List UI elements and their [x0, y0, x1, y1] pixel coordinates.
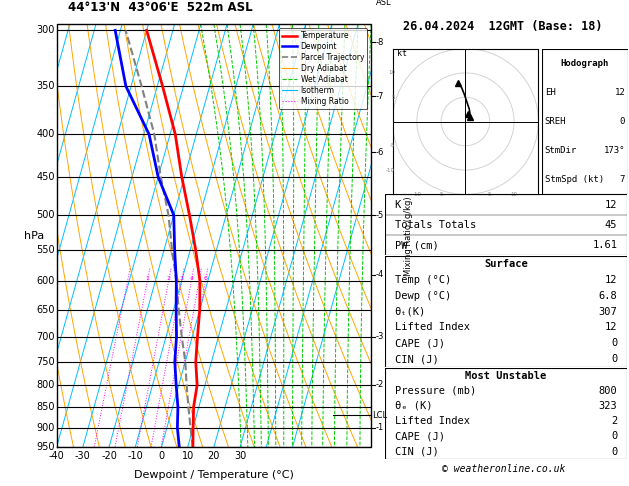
Text: -10: -10	[413, 192, 421, 197]
Text: 12: 12	[605, 322, 618, 332]
Text: 5: 5	[488, 192, 491, 197]
Text: 500: 500	[36, 210, 55, 220]
Text: -2: -2	[376, 381, 384, 389]
Text: 12: 12	[615, 88, 625, 97]
Text: km
ASL: km ASL	[376, 0, 391, 7]
Text: 650: 650	[36, 305, 55, 315]
Text: PW (cm): PW (cm)	[394, 240, 438, 250]
Text: CAPE (J): CAPE (J)	[394, 338, 445, 348]
Text: 800: 800	[36, 380, 55, 390]
Text: CIN (J): CIN (J)	[394, 447, 438, 457]
Text: Temp (°C): Temp (°C)	[394, 275, 451, 285]
Text: 307: 307	[599, 307, 618, 316]
Text: 300: 300	[36, 25, 55, 35]
Text: -10: -10	[386, 168, 395, 173]
Text: 20: 20	[208, 451, 220, 461]
Text: -7: -7	[376, 92, 384, 101]
Text: 700: 700	[36, 332, 55, 342]
Text: -5: -5	[389, 143, 395, 148]
Text: 173°: 173°	[604, 146, 625, 155]
Text: 10: 10	[388, 70, 395, 75]
Text: 6.8: 6.8	[599, 291, 618, 301]
Text: 6: 6	[204, 276, 208, 281]
Text: 44°13'N  43°06'E  522m ASL: 44°13'N 43°06'E 522m ASL	[68, 1, 253, 14]
Text: 0: 0	[611, 432, 618, 441]
Text: Dewpoint / Temperature (°C): Dewpoint / Temperature (°C)	[134, 470, 294, 480]
Text: 5: 5	[391, 95, 395, 100]
Text: 900: 900	[36, 422, 55, 433]
Text: 10: 10	[511, 192, 518, 197]
Text: 2: 2	[167, 276, 170, 281]
Text: 800: 800	[599, 386, 618, 396]
Text: hPa: hPa	[25, 231, 45, 241]
Text: -30: -30	[75, 451, 91, 461]
Text: CAPE (J): CAPE (J)	[394, 432, 445, 441]
Text: Most Unstable: Most Unstable	[465, 370, 547, 381]
Text: 0: 0	[611, 338, 618, 348]
Text: Lifted Index: Lifted Index	[394, 322, 470, 332]
Text: Totals Totals: Totals Totals	[394, 220, 476, 230]
Text: 7: 7	[620, 175, 625, 184]
Text: -3: -3	[376, 332, 384, 341]
Text: Surface: Surface	[484, 259, 528, 269]
Text: 850: 850	[36, 402, 55, 412]
Text: 0: 0	[611, 354, 618, 364]
Text: 12: 12	[605, 275, 618, 285]
Text: -40: -40	[48, 451, 65, 461]
Text: θₑ (K): θₑ (K)	[394, 401, 432, 411]
Text: Lifted Index: Lifted Index	[394, 416, 470, 426]
Text: © weatheronline.co.uk: © weatheronline.co.uk	[442, 464, 565, 474]
Text: EH: EH	[545, 88, 555, 97]
Text: kt: kt	[398, 49, 408, 58]
Text: -5: -5	[438, 192, 444, 197]
Text: 750: 750	[36, 357, 55, 366]
Text: 600: 600	[36, 276, 55, 286]
Legend: Temperature, Dewpoint, Parcel Trajectory, Dry Adiabat, Wet Adiabat, Isotherm, Mi: Temperature, Dewpoint, Parcel Trajectory…	[279, 28, 367, 109]
Text: 0: 0	[620, 117, 625, 126]
Text: -4: -4	[376, 270, 384, 279]
Text: 400: 400	[36, 129, 55, 139]
Text: 1: 1	[145, 276, 149, 281]
Text: StmDir: StmDir	[545, 146, 577, 155]
Text: 3: 3	[180, 276, 184, 281]
Text: -10: -10	[127, 451, 143, 461]
Text: -1: -1	[376, 423, 384, 432]
Text: 450: 450	[36, 172, 55, 182]
Text: Mixing Ratio (g/kg): Mixing Ratio (g/kg)	[404, 196, 413, 276]
Text: 12: 12	[605, 200, 618, 209]
Text: -5: -5	[376, 210, 384, 220]
Text: SREH: SREH	[545, 117, 566, 126]
Text: 30: 30	[234, 451, 246, 461]
Text: LCL: LCL	[372, 411, 387, 420]
Text: 323: 323	[599, 401, 618, 411]
Text: 0: 0	[159, 451, 165, 461]
Text: 45: 45	[605, 220, 618, 230]
Text: 10: 10	[182, 451, 194, 461]
Text: 350: 350	[36, 81, 55, 91]
Text: -20: -20	[101, 451, 117, 461]
Text: K: K	[394, 200, 401, 209]
Text: Pressure (mb): Pressure (mb)	[394, 386, 476, 396]
Text: 950: 950	[36, 442, 55, 452]
Text: StmSpd (kt): StmSpd (kt)	[545, 175, 604, 184]
Text: θₜ(K): θₜ(K)	[394, 307, 426, 316]
Text: 4: 4	[189, 276, 193, 281]
Text: Dewp (°C): Dewp (°C)	[394, 291, 451, 301]
Text: -6: -6	[376, 148, 384, 156]
Text: CIN (J): CIN (J)	[394, 354, 438, 364]
Text: 2: 2	[611, 416, 618, 426]
Text: Hodograph: Hodograph	[561, 59, 609, 68]
Text: 1.61: 1.61	[593, 240, 618, 250]
Text: 550: 550	[36, 244, 55, 255]
Text: 0: 0	[611, 447, 618, 457]
Text: 26.04.2024  12GMT (Base: 18): 26.04.2024 12GMT (Base: 18)	[403, 20, 603, 33]
Text: -8: -8	[376, 38, 384, 47]
